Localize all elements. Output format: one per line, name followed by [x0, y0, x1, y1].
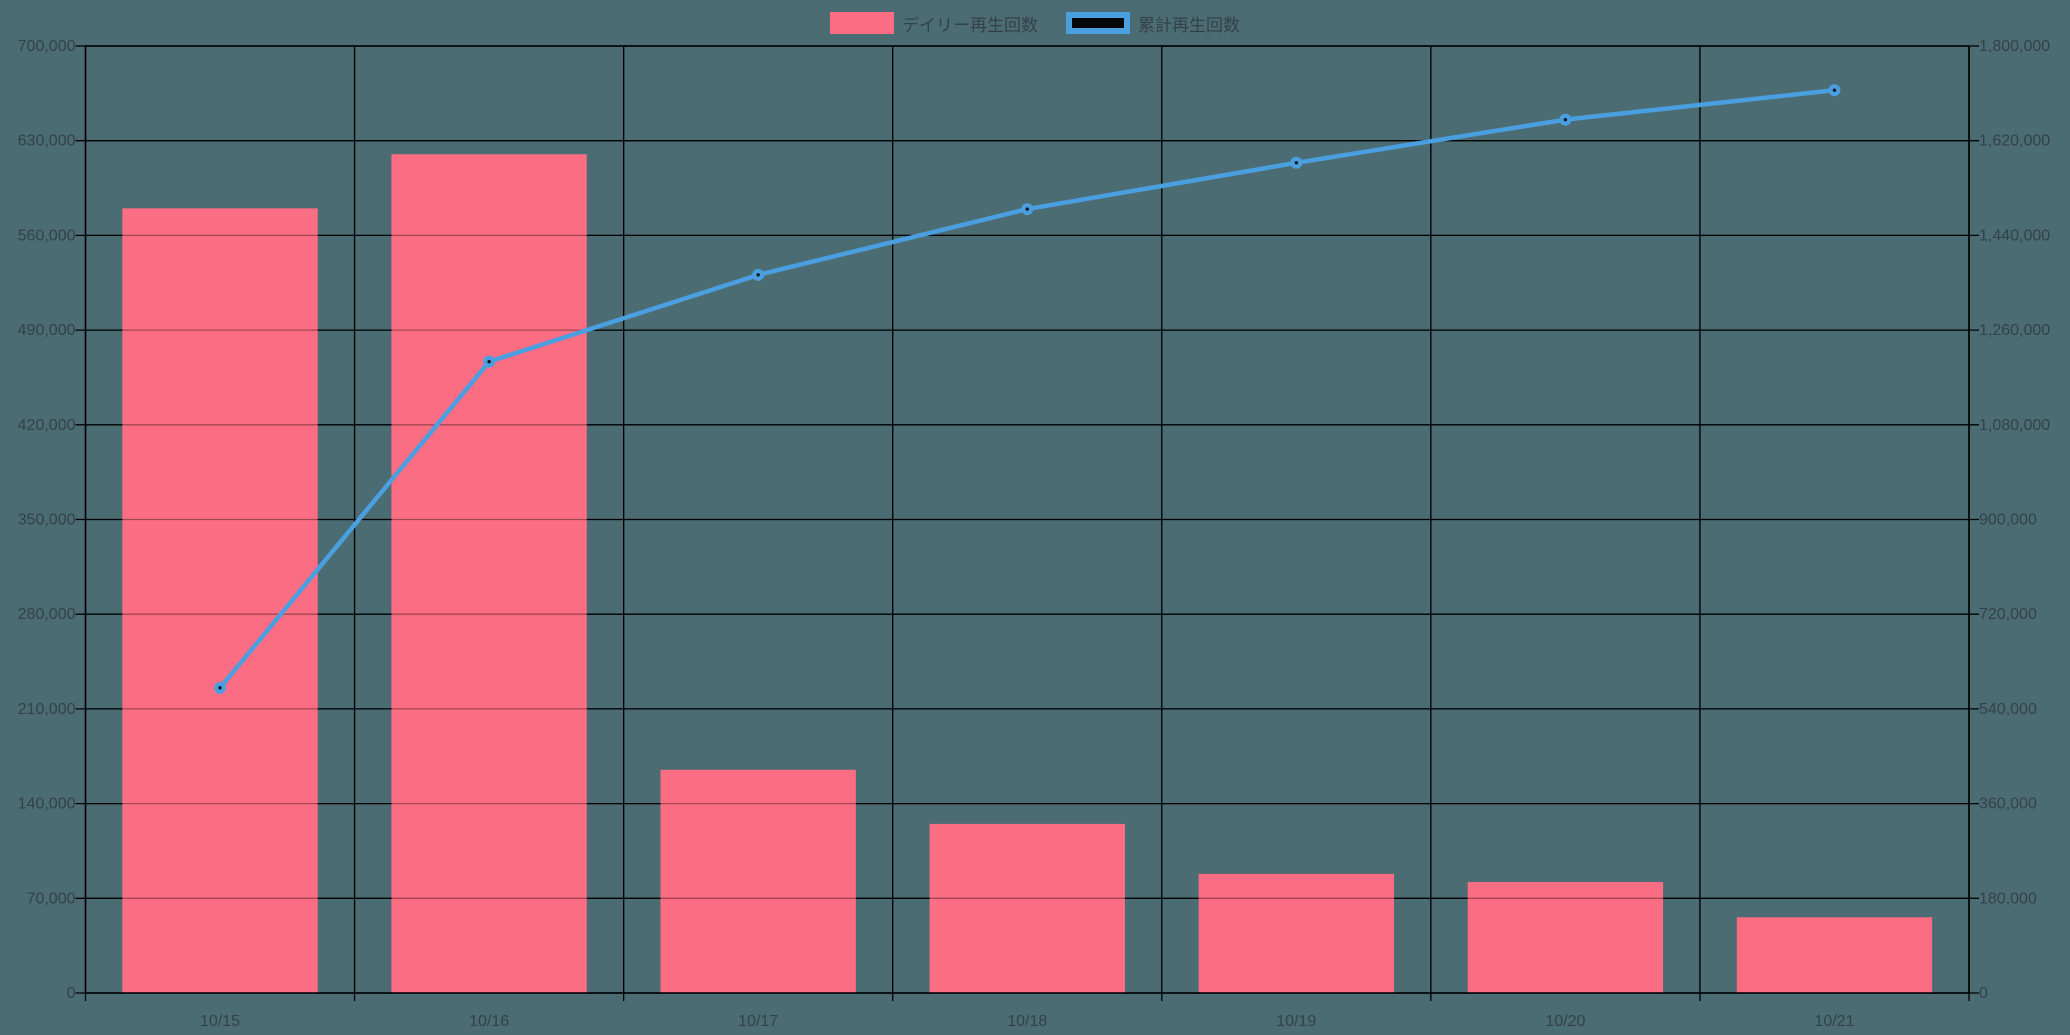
svg-text:10/17: 10/17: [738, 1013, 778, 1030]
svg-text:540,000: 540,000: [1979, 701, 2037, 718]
svg-text:1,440,000: 1,440,000: [1979, 227, 2050, 244]
svg-text:1,620,000: 1,620,000: [1979, 133, 2050, 150]
svg-text:10/19: 10/19: [1276, 1013, 1316, 1030]
svg-text:10/20: 10/20: [1545, 1013, 1585, 1030]
svg-text:180,000: 180,000: [1979, 890, 2037, 907]
svg-text:70,000: 70,000: [27, 890, 76, 907]
svg-text:720,000: 720,000: [1979, 606, 2037, 623]
svg-text:560,000: 560,000: [18, 227, 76, 244]
svg-text:10/15: 10/15: [200, 1013, 240, 1030]
svg-text:700,000: 700,000: [18, 38, 76, 55]
svg-text:1,080,000: 1,080,000: [1979, 417, 2050, 434]
svg-text:360,000: 360,000: [1979, 796, 2037, 813]
svg-text:490,000: 490,000: [18, 322, 76, 339]
svg-text:630,000: 630,000: [18, 133, 76, 150]
svg-text:280,000: 280,000: [18, 606, 76, 623]
svg-text:1,260,000: 1,260,000: [1979, 322, 2050, 339]
svg-text:1,800,000: 1,800,000: [1979, 38, 2050, 55]
svg-text:900,000: 900,000: [1979, 512, 2037, 529]
svg-text:10/18: 10/18: [1007, 1013, 1047, 1030]
svg-text:10/16: 10/16: [469, 1013, 509, 1030]
svg-text:140,000: 140,000: [18, 796, 76, 813]
svg-text:210,000: 210,000: [18, 701, 76, 718]
svg-text:420,000: 420,000: [18, 417, 76, 434]
svg-text:0: 0: [1979, 985, 1988, 1002]
svg-text:10/21: 10/21: [1814, 1013, 1854, 1030]
svg-text:0: 0: [67, 985, 76, 1002]
svg-text:350,000: 350,000: [18, 512, 76, 529]
